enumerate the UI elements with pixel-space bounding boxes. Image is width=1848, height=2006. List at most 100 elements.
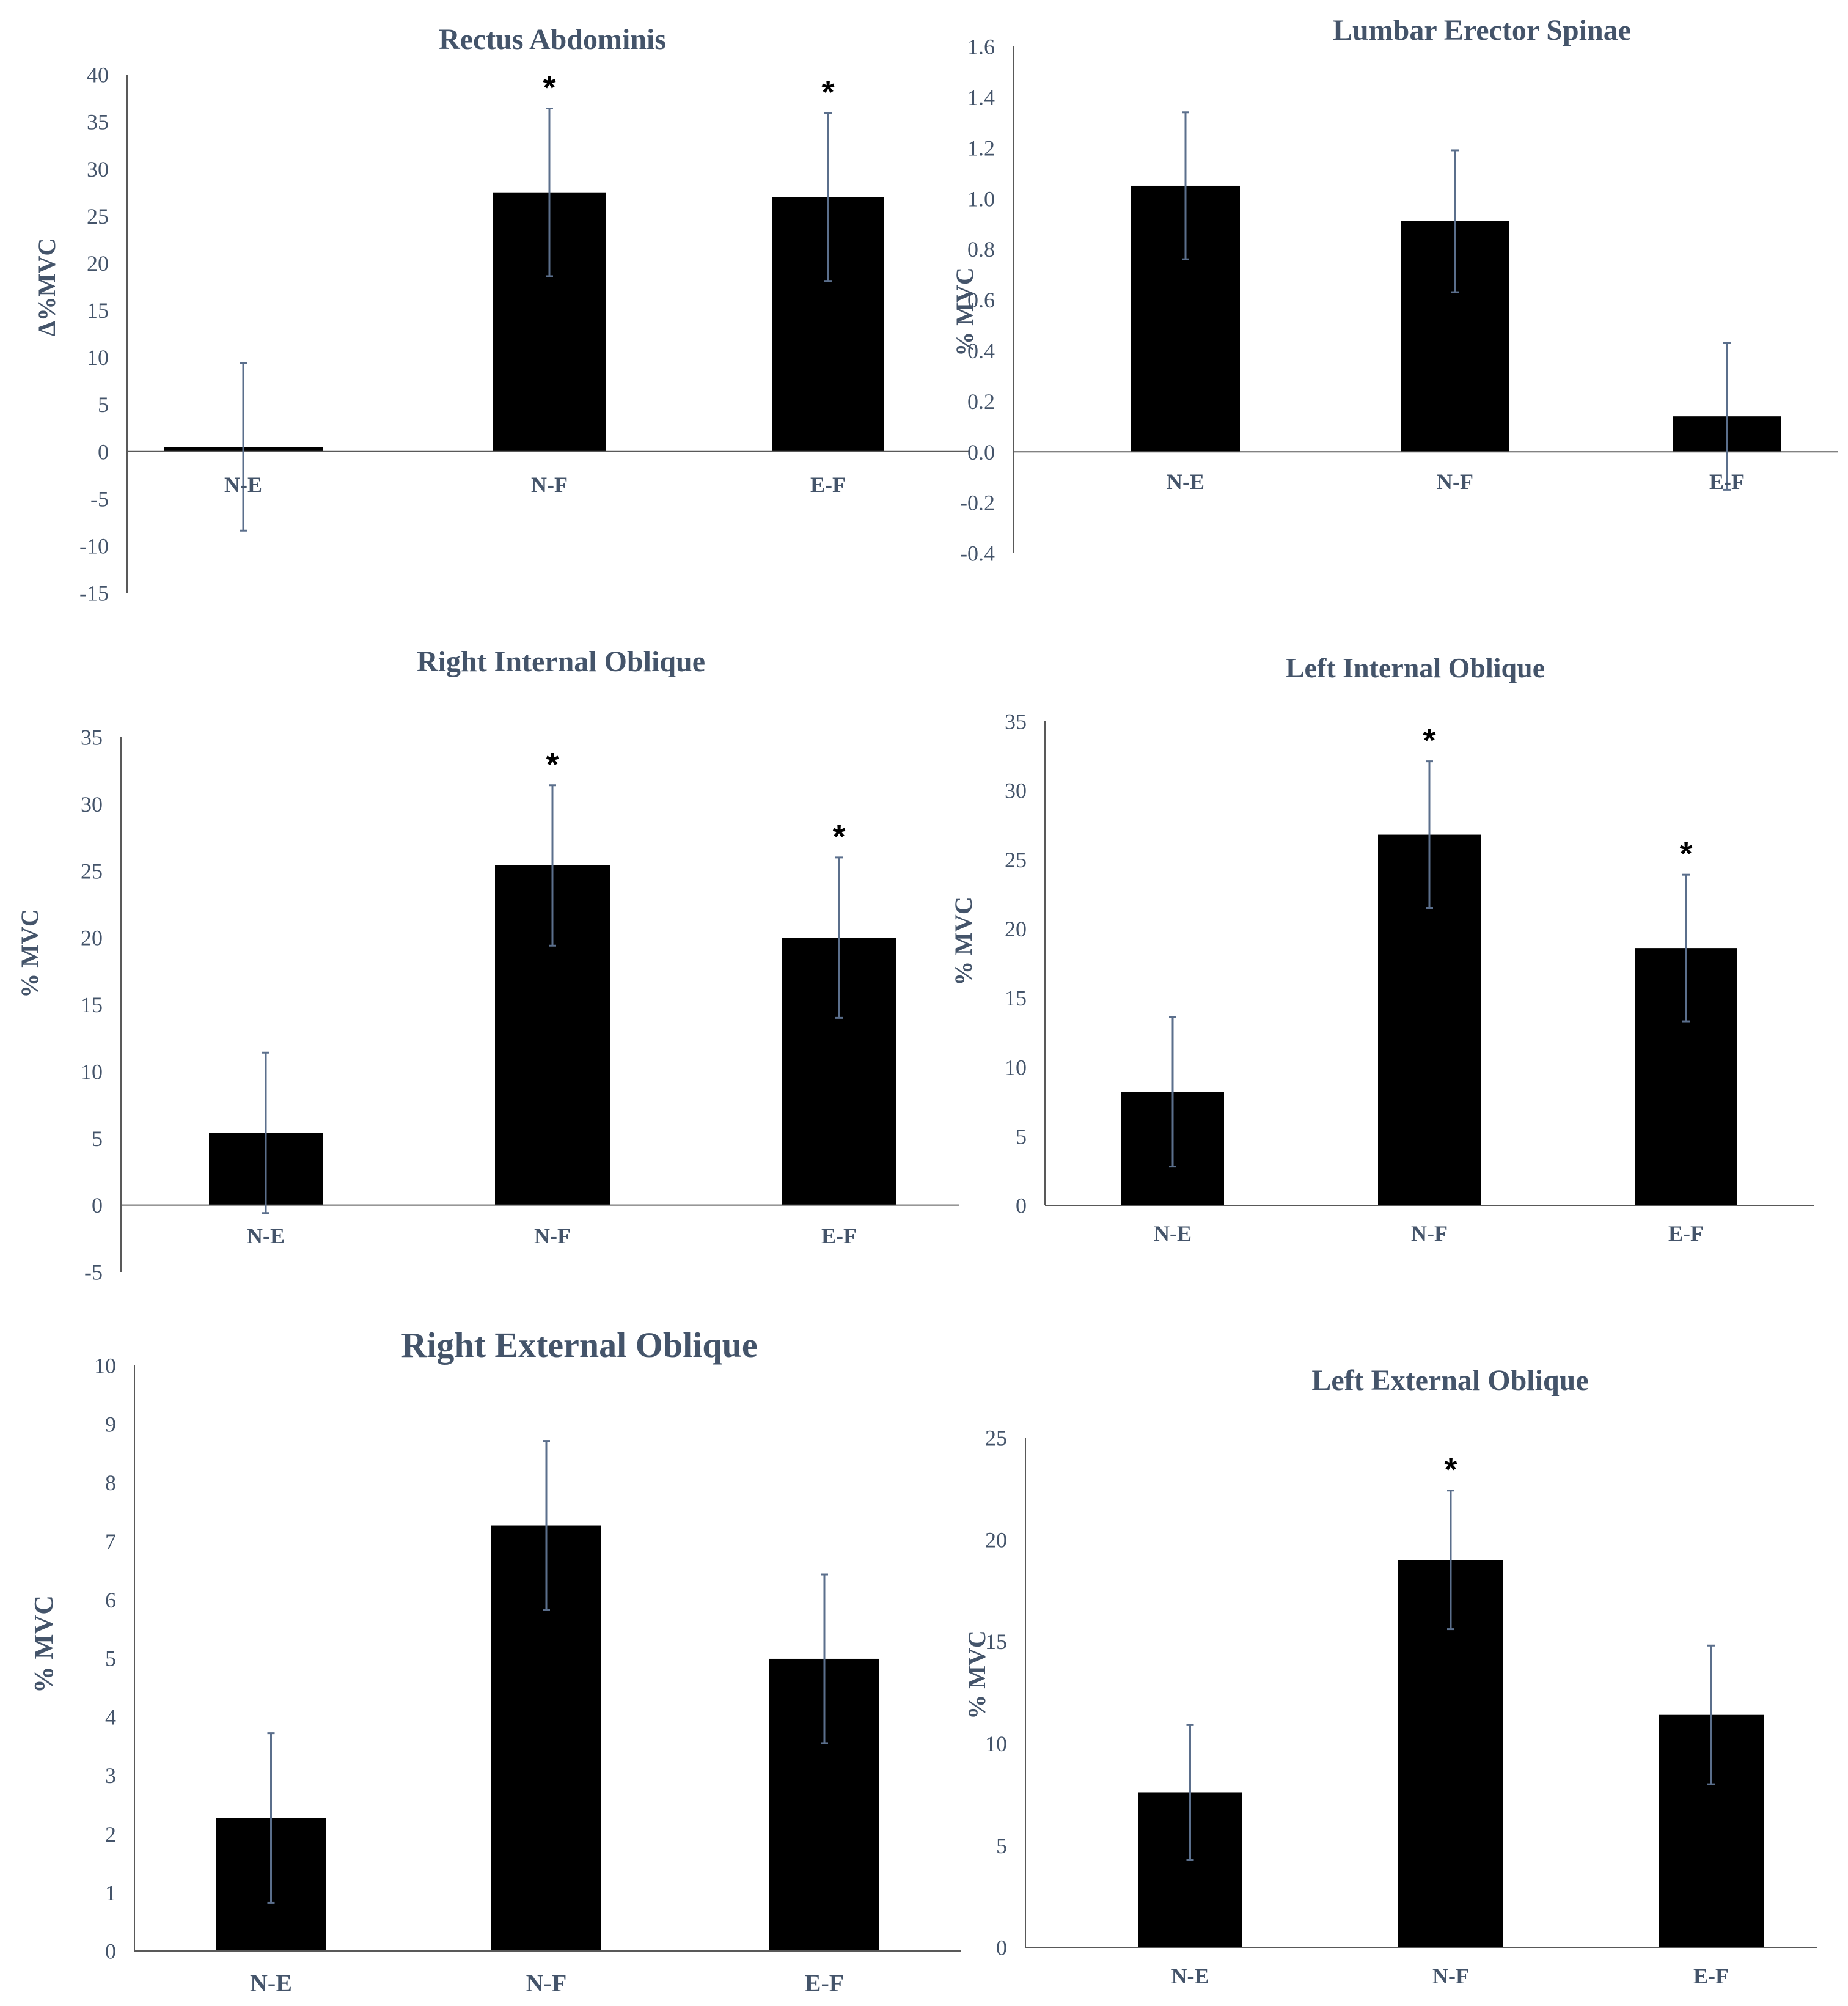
significance-star: * — [543, 70, 556, 106]
y-tick-label: 5 — [98, 392, 109, 417]
y-axis-label: Δ%MVC — [33, 238, 61, 337]
y-tick-label: 0.4 — [967, 339, 995, 363]
y-tick-label: 1.0 — [967, 186, 995, 211]
y-tick-label: 0 — [105, 1939, 116, 1964]
chart-0: Rectus Abdominis -15 -10 -5 0 5 10 15 20 25 30 35 40… — [33, 23, 969, 606]
y-tick-label: 25 — [81, 859, 103, 883]
y-tick-label: 0 — [98, 439, 109, 464]
y-tick-label: 15 — [1005, 986, 1027, 1010]
category-label: E-F — [810, 472, 846, 497]
y-tick-label: 40 — [87, 63, 109, 87]
chart-4: Right External Oblique 0 1 2 3 4 5 6 7 8 9 10 % MVC N… — [29, 1325, 961, 1997]
y-tick-label: 25 — [87, 204, 109, 229]
y-tick-label: 20 — [1005, 917, 1027, 941]
y-tick-label: -15 — [79, 581, 109, 606]
category-label: E-F — [1693, 1964, 1729, 1988]
category-label: N-F — [531, 472, 568, 497]
y-tick-label: 0.2 — [967, 389, 995, 414]
category-label: N-F — [526, 1969, 567, 1997]
y-axis-label: % MVC — [950, 897, 977, 986]
y-tick-label: 8 — [105, 1471, 116, 1495]
y-axis-label: % MVC — [16, 909, 43, 998]
y-tick-label: 15 — [87, 298, 109, 323]
y-tick-label: 1.6 — [967, 35, 995, 59]
category-label: N-F — [534, 1224, 571, 1248]
y-tick-label: 5 — [105, 1647, 116, 1671]
y-tick-label: 0.6 — [967, 288, 995, 312]
category-label: N-F — [1411, 1221, 1448, 1246]
significance-star: * — [1423, 722, 1436, 759]
category-label: N-E — [1167, 469, 1204, 494]
significance-star: * — [832, 818, 845, 855]
y-tick-label: 1 — [105, 1881, 116, 1905]
y-tick-label: 4 — [105, 1705, 116, 1729]
chart-title: Left Internal Oblique — [1286, 652, 1545, 683]
chart-2: Right Internal Oblique -5 0 5 10 15 20 25 30 35 % … — [16, 645, 959, 1285]
y-tick-label: 35 — [1005, 710, 1027, 734]
y-tick-label: 1.4 — [967, 86, 995, 110]
y-tick-label: 0 — [996, 1936, 1007, 1960]
significance-star: * — [546, 746, 559, 783]
y-tick-label: 10 — [1005, 1055, 1027, 1079]
chart-title: Right Internal Oblique — [417, 645, 705, 678]
category-label: N-E — [247, 1224, 285, 1248]
category-label: N-E — [1172, 1964, 1209, 1988]
chart-title: Left External Oblique — [1311, 1364, 1588, 1397]
y-tick-label: 7 — [105, 1529, 116, 1554]
y-tick-label: 15 — [81, 993, 103, 1017]
y-tick-label: 15 — [985, 1629, 1007, 1654]
y-tick-label: 25 — [1005, 848, 1027, 872]
y-tick-label: -5 — [90, 487, 109, 511]
chart-title: Right External Oblique — [401, 1325, 757, 1365]
y-tick-label: 30 — [1005, 779, 1027, 803]
y-tick-label: 30 — [81, 792, 103, 817]
chart-title: Rectus Abdominis — [439, 23, 666, 56]
y-tick-label: 0 — [92, 1193, 103, 1218]
y-tick-label: 25 — [985, 1426, 1007, 1450]
y-tick-label: -0.2 — [960, 491, 995, 515]
significance-star: * — [1679, 836, 1692, 872]
category-label: E-F — [805, 1969, 844, 1997]
y-tick-label: 10 — [87, 345, 109, 370]
chart-3: Left Internal Oblique 0 5 10 15 20 25 30 35 % MVC… — [950, 652, 1814, 1246]
y-tick-label: 3 — [105, 1763, 116, 1788]
y-tick-label: 35 — [87, 110, 109, 134]
y-tick-label: -10 — [79, 534, 109, 559]
y-tick-label: 30 — [87, 157, 109, 182]
category-label: E-F — [1668, 1221, 1704, 1246]
significance-star: * — [1444, 1452, 1457, 1488]
y-tick-label: 20 — [87, 251, 109, 276]
y-axis-label: % MVC — [963, 1630, 991, 1719]
y-tick-label: 0 — [1016, 1194, 1027, 1218]
category-label: N-E — [224, 472, 262, 497]
chart-5: Left External Oblique 0 5 10 15 20 25 % MVC * N-E… — [963, 1364, 1817, 1988]
y-tick-label: 0.8 — [967, 237, 995, 262]
y-tick-label: 10 — [94, 1354, 116, 1378]
y-tick-label: 10 — [81, 1059, 103, 1084]
significance-star: * — [821, 74, 834, 111]
y-tick-label: 5 — [1016, 1124, 1027, 1148]
y-tick-label: 35 — [81, 726, 103, 750]
y-axis-label: % MVC — [29, 1595, 59, 1693]
y-tick-label: -0.4 — [960, 542, 995, 566]
y-tick-label: 20 — [81, 926, 103, 950]
category-label: N-F — [1437, 469, 1473, 494]
category-label: E-F — [821, 1224, 857, 1248]
y-tick-label: 9 — [105, 1412, 116, 1436]
y-tick-label: 5 — [92, 1126, 103, 1151]
chart-1: Lumbar Erector Spinae -0.4 -0.2 0.0 0.2 0.4 0.… — [951, 14, 1838, 566]
y-tick-label: -5 — [84, 1260, 103, 1285]
chart-title: Lumbar Erector Spinae — [1333, 14, 1631, 46]
category-label: E-F — [1709, 469, 1745, 494]
y-tick-label: 10 — [985, 1732, 1007, 1756]
y-tick-label: 1.2 — [967, 136, 995, 160]
category-label: N-E — [1154, 1221, 1192, 1246]
y-axis-label: % MVC — [951, 267, 978, 356]
y-tick-label: 0.0 — [967, 440, 995, 465]
y-tick-label: 20 — [985, 1527, 1007, 1552]
category-label: N-F — [1432, 1964, 1469, 1988]
y-tick-label: 6 — [105, 1588, 116, 1612]
category-label: N-E — [250, 1969, 292, 1997]
y-tick-label: 5 — [996, 1834, 1007, 1858]
